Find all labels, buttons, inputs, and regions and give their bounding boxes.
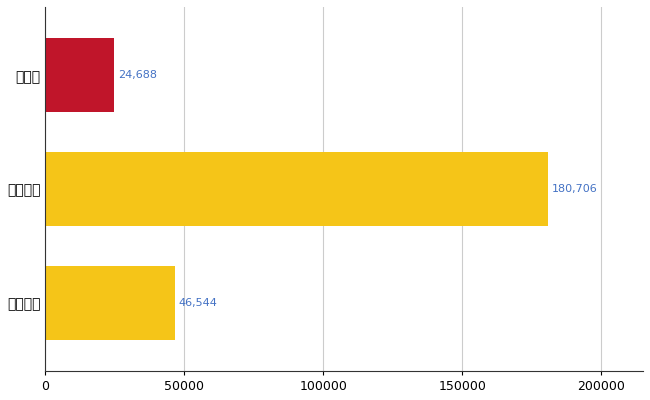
Text: 46,544: 46,544 (179, 298, 218, 308)
Text: 24,688: 24,688 (118, 70, 157, 80)
Bar (46, 152, 548, 226)
Bar (46, 266, 175, 340)
Bar (46, 38, 114, 112)
Text: 180,706: 180,706 (552, 184, 597, 194)
